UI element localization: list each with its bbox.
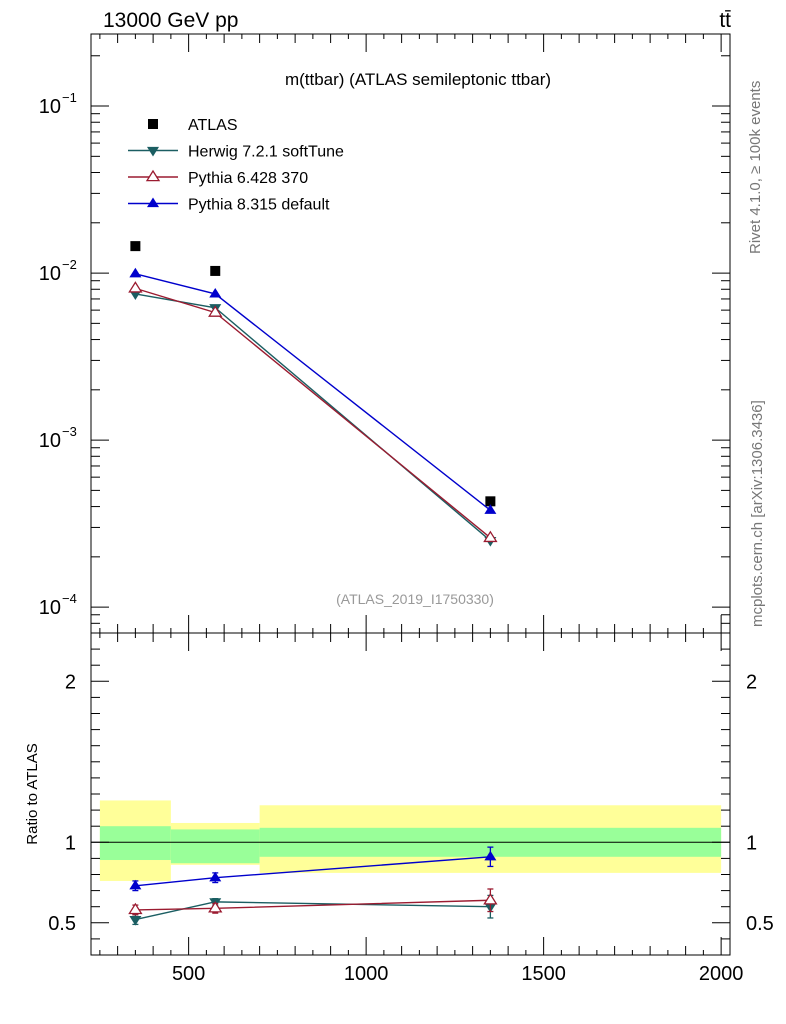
ratio-point-herwig <box>129 915 142 926</box>
ratio-panel: 0.5 0.5 1 1 2 2 Ratio to ATLAS 500 1000 1500 200… <box>24 632 774 985</box>
legend-item-pythia8: Pythia 8.315 default <box>128 197 330 214</box>
x-tick-label: 1500 <box>521 963 566 985</box>
ratio-frame <box>90 632 731 956</box>
series-line-herwig <box>135 293 491 542</box>
y-tick-exponent: −1 <box>62 90 77 105</box>
legend: ATLAS Herwig 7.2.1 softTune Pythia 6.428 3… <box>128 117 344 214</box>
series-line-pythia6 <box>135 287 491 539</box>
ratio-series-pythia8 <box>129 846 497 892</box>
legend-marker <box>145 169 161 182</box>
y-tick-exponent: −2 <box>62 257 77 272</box>
analysis-watermark: (ATLAS_2019_I1750330) <box>336 591 494 607</box>
ratio-point-pythia8 <box>484 850 497 861</box>
chart-title: m(ttbar) (ATLAS semileptonic ttbar) <box>285 70 551 89</box>
x-tick-labels: 500 1000 1500 2000 <box>172 963 743 985</box>
data-point-atlas <box>130 241 141 252</box>
ratio-point-pythia6 <box>128 902 143 915</box>
main-frame <box>90 33 731 634</box>
y-tick-label: 10 <box>39 597 61 619</box>
ratio-bands <box>99 800 722 881</box>
data-point-pythia6 <box>208 305 223 317</box>
series-pythia6 <box>128 281 498 543</box>
ratio-y-tick-label-right: 1 <box>746 832 757 854</box>
x-tick-label: 500 <box>172 963 205 985</box>
y-tick-label: 10 <box>39 96 61 118</box>
header-left: 13000 GeV pp <box>103 9 238 32</box>
legend-item-pythia6: Pythia 6.428 370 <box>128 169 308 187</box>
ratio-series-herwig <box>129 894 497 926</box>
band-inner <box>170 829 260 864</box>
series-atlas <box>130 241 496 507</box>
y-tick-exponent: −3 <box>62 424 77 439</box>
ratio-series-pythia6 <box>128 888 498 916</box>
data-point-pythia6 <box>483 530 498 543</box>
ratio-point-pythia6 <box>483 893 498 905</box>
legend-marker <box>147 146 159 157</box>
series-pythia8 <box>129 267 497 514</box>
band-inner <box>99 826 171 861</box>
legend-label: Pythia 6.428 370 <box>188 170 308 187</box>
data-point-herwig <box>129 290 142 300</box>
ratio-y-tick-label: 1 <box>65 832 76 854</box>
ratio-y-tick-label-right: 0.5 <box>746 913 774 935</box>
ratio-point-pythia8 <box>209 871 222 882</box>
ratio-point-pythia8 <box>129 879 142 890</box>
y-tick-label: 10 <box>39 263 61 285</box>
y-tick-label: 10 <box>39 430 61 452</box>
ratio-series-layer <box>128 846 498 926</box>
y-tick-exponent: −4 <box>62 591 77 606</box>
data-point-atlas <box>485 496 496 507</box>
legend-item-herwig: Herwig 7.2.1 softTune <box>128 144 344 161</box>
side-label-top: Rivet 4.1.0, ≥ 100k events <box>747 81 764 254</box>
main-series-layer <box>128 241 498 547</box>
ratio-ylabel: Ratio to ATLAS <box>24 743 41 844</box>
side-label-bottom: mcplots.cern.ch [arXiv:1306.3436] <box>749 400 766 627</box>
x-tick-label: 2000 <box>699 963 744 985</box>
ratio-y-tick-label: 0.5 <box>48 913 76 935</box>
legend-label: ATLAS <box>188 117 238 134</box>
ratio-point-pythia6 <box>208 901 223 913</box>
ratio-axis-ticks: 0.5 0.5 1 1 2 2 <box>48 633 774 955</box>
legend-marker <box>148 119 158 129</box>
legend-marker <box>147 197 159 208</box>
ratio-line-herwig <box>135 901 491 921</box>
legend-label: Herwig 7.2.1 softTune <box>188 144 344 161</box>
data-point-pythia6 <box>128 281 143 293</box>
legend-item-atlas: ATLAS <box>148 117 238 134</box>
data-point-pythia8 <box>484 504 497 514</box>
header-right: tt̄ <box>719 9 731 32</box>
series-herwig <box>129 290 497 547</box>
main-axis-ticks: 10−410−310−210−1 <box>39 34 730 634</box>
data-point-pythia8 <box>209 287 222 298</box>
ratio-y-tick-label: 2 <box>65 671 76 693</box>
ratio-y-tick-label-right: 2 <box>746 671 757 693</box>
main-panel: 10−410−310−210−1 m(ttbar) (ATLAS semilep… <box>39 33 731 634</box>
legend-label: Pythia 8.315 default <box>188 197 330 214</box>
data-point-atlas <box>210 265 221 276</box>
x-tick-label: 1000 <box>344 963 389 985</box>
data-point-pythia8 <box>129 267 142 278</box>
